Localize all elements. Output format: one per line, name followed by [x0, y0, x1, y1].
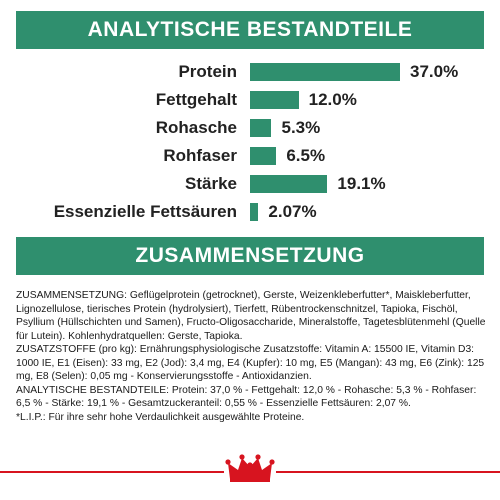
chart-value-label: 2.07% [268, 202, 317, 221]
chart-value-label: 19.1% [337, 174, 386, 193]
chart-row: Rohfaser 6.5% [0, 142, 500, 170]
composition-lip-note: *L.I.P.: Für ihre sehr hohe Verdaulichke… [16, 411, 305, 423]
composition-text: ZUSAMMENSETZUNG: Geflügelprotein (getroc… [16, 289, 486, 424]
chart-category-label: Fettgehalt [155, 90, 237, 109]
royal-crown-icon [225, 454, 275, 482]
composition-additives: ZUSATZSTOFFE (pro kg): Ernährungsphysiol… [16, 344, 485, 382]
analytic-title-banner: ANALYTISCHE BESTANDTEILE [16, 11, 484, 49]
chart-category-label: Stärke [185, 174, 237, 193]
analytic-title: ANALYTISCHE BESTANDTEILE [87, 18, 413, 41]
chart-bar [250, 175, 328, 193]
chart-category-label: Rohfaser [163, 146, 237, 165]
chart-value-label: 5.3% [281, 118, 321, 137]
chart-category-label: Essenzielle Fettsäuren [53, 202, 237, 221]
composition-ingredients: ZUSAMMENSETZUNG: Geflügelprotein (getroc… [16, 290, 486, 342]
chart-row: Fettgehalt 12.0% [0, 86, 500, 114]
chart-bar [250, 203, 259, 221]
composition-title-banner: ZUSAMMENSETZUNG [16, 237, 484, 275]
chart-bar [250, 147, 277, 165]
chart-row: Stärke 19.1% [0, 170, 500, 198]
chart-value-label: 6.5% [286, 146, 326, 165]
chart-row: Rohasche 5.3% [0, 114, 500, 142]
chart-bar [250, 63, 400, 81]
chart-value-label: 37.0% [410, 62, 459, 81]
composition-title: ZUSAMMENSETZUNG [135, 244, 365, 267]
chart-row: Protein 37.0% [0, 58, 500, 86]
composition-analytic: ANALYTISCHE BESTANDTEILE: Protein: 37,0 … [16, 384, 477, 410]
chart-value-label: 12.0% [308, 90, 357, 109]
footer-line-right [276, 471, 500, 473]
chart-category-label: Rohasche [155, 118, 237, 137]
footer-line-left [0, 471, 224, 473]
chart-bar [250, 91, 299, 109]
chart-row: Essenzielle Fettsäuren 2.07% [0, 198, 500, 226]
nutrient-bar-chart: Protein 37.0% Fettgehalt 12.0% Rohasche 5.3% R… [0, 58, 500, 228]
chart-bar [250, 119, 272, 137]
chart-category-label: Protein [178, 62, 237, 81]
